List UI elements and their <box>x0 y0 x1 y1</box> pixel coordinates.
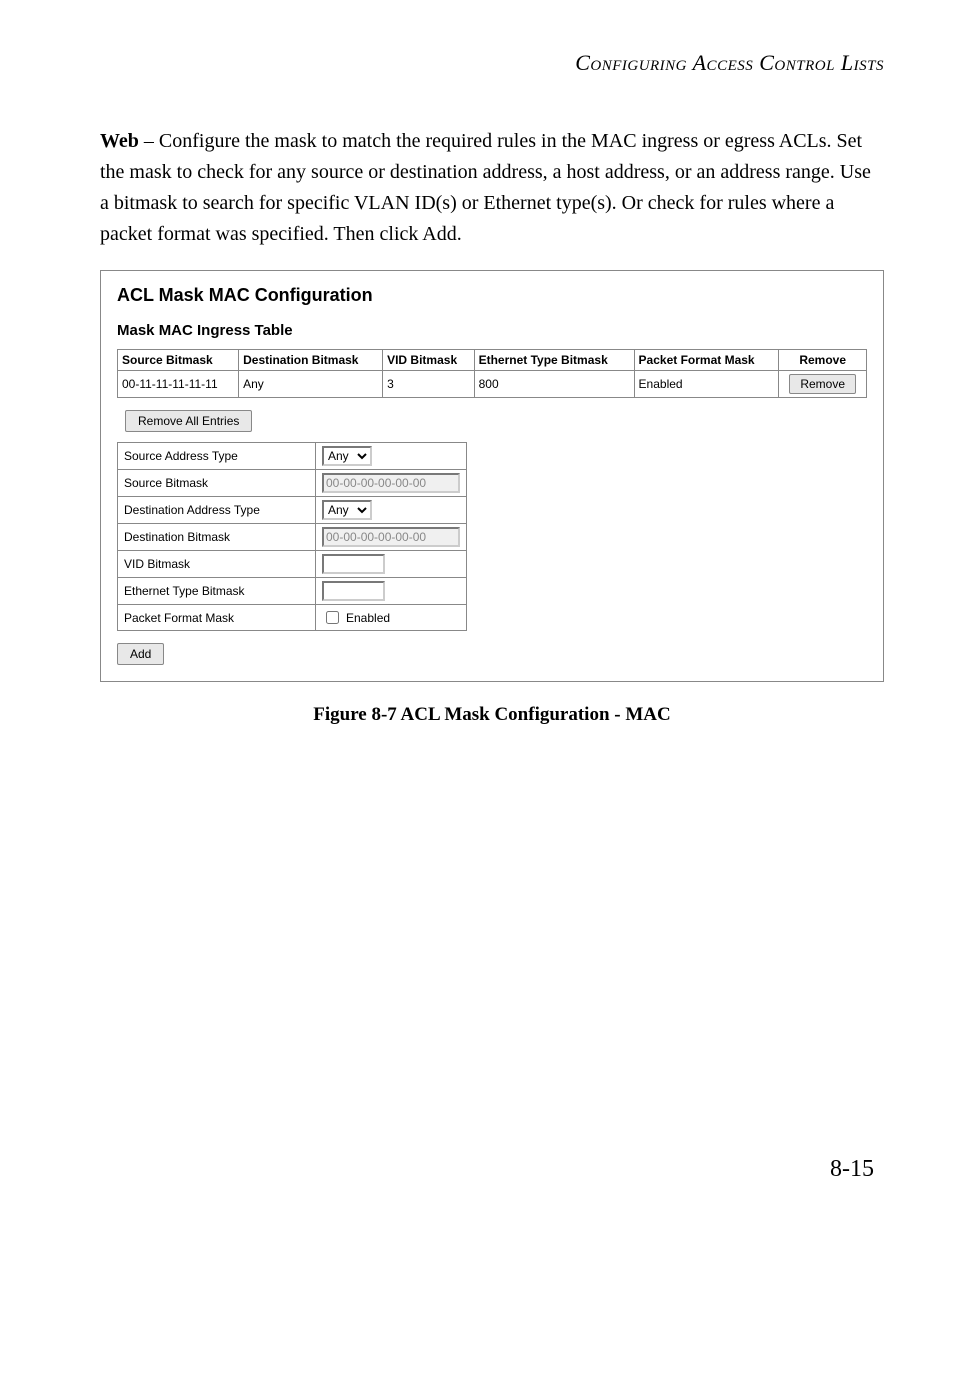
label-pfm: Packet Format Mask <box>118 605 316 631</box>
col-remove: Remove <box>779 350 867 371</box>
col-vid-bitmask: VID Bitmask <box>383 350 475 371</box>
dst-addr-type-select[interactable]: Any <box>322 500 372 520</box>
cell-pfm: Enabled <box>634 371 779 398</box>
col-eth-bitmask: Ethernet Type Bitmask <box>474 350 634 371</box>
form-row: Destination Address Type Any <box>118 497 467 524</box>
vid-bitmask-input[interactable] <box>322 554 385 574</box>
table-header-row: Source Bitmask Destination Bitmask VID B… <box>118 350 867 371</box>
cell-vid: 3 <box>383 371 475 398</box>
label-dst-bitmask: Destination Bitmask <box>118 524 316 551</box>
figure-caption: Figure 8-7 ACL Mask Configuration - MAC <box>100 704 884 726</box>
field-dst-addr-type: Any <box>316 497 467 524</box>
body-rest: – Configure the mask to match the requir… <box>100 130 871 245</box>
src-addr-type-select[interactable]: Any <box>322 446 372 466</box>
label-vid-bitmask: VID Bitmask <box>118 551 316 578</box>
form-row: Ethernet Type Bitmask <box>118 578 467 605</box>
acl-panel: ACL Mask MAC Configuration Mask MAC Ingr… <box>100 270 884 682</box>
pfm-checkbox[interactable] <box>326 611 339 624</box>
remove-all-button[interactable]: Remove All Entries <box>125 410 252 432</box>
label-src-addr-type: Source Address Type <box>118 443 316 470</box>
dst-bitmask-input[interactable] <box>322 527 460 547</box>
cell-eth: 800 <box>474 371 634 398</box>
field-pfm: Enabled <box>316 605 467 631</box>
label-eth-bitmask: Ethernet Type Bitmask <box>118 578 316 605</box>
add-button[interactable]: Add <box>117 643 164 665</box>
form-table: Source Address Type Any Source Bitmask D… <box>117 442 467 631</box>
src-bitmask-input[interactable] <box>322 473 460 493</box>
eth-bitmask-input[interactable] <box>322 581 385 601</box>
ingress-table: Source Bitmask Destination Bitmask VID B… <box>117 349 867 398</box>
panel-title: ACL Mask MAC Configuration <box>117 285 867 306</box>
form-row: Source Address Type Any <box>118 443 467 470</box>
chapter-header: Configuring Access Control Lists <box>100 50 884 76</box>
field-vid-bitmask <box>316 551 467 578</box>
form-row: Source Bitmask <box>118 470 467 497</box>
field-src-bitmask <box>316 470 467 497</box>
remove-row-button[interactable]: Remove <box>789 374 856 394</box>
label-src-bitmask: Source Bitmask <box>118 470 316 497</box>
field-dst-bitmask <box>316 524 467 551</box>
form-row: Packet Format Mask Enabled <box>118 605 467 631</box>
cell-dest: Any <box>239 371 383 398</box>
field-eth-bitmask <box>316 578 467 605</box>
col-packet-format: Packet Format Mask <box>634 350 779 371</box>
lead-word: Web <box>100 130 139 152</box>
form-row: VID Bitmask <box>118 551 467 578</box>
cell-remove: Remove <box>779 371 867 398</box>
col-source-bitmask: Source Bitmask <box>118 350 239 371</box>
cell-source: 00-11-11-11-11-11 <box>118 371 239 398</box>
body-paragraph: Web – Configure the mask to match the re… <box>100 126 884 250</box>
page-number: 8-15 <box>100 1156 884 1183</box>
col-dest-bitmask: Destination Bitmask <box>239 350 383 371</box>
label-dst-addr-type: Destination Address Type <box>118 497 316 524</box>
form-row: Destination Bitmask <box>118 524 467 551</box>
field-src-addr-type: Any <box>316 443 467 470</box>
pfm-checkbox-label: Enabled <box>346 611 390 625</box>
panel-subtitle: Mask MAC Ingress Table <box>117 322 867 339</box>
table-row: 00-11-11-11-11-11 Any 3 800 Enabled Remo… <box>118 371 867 398</box>
